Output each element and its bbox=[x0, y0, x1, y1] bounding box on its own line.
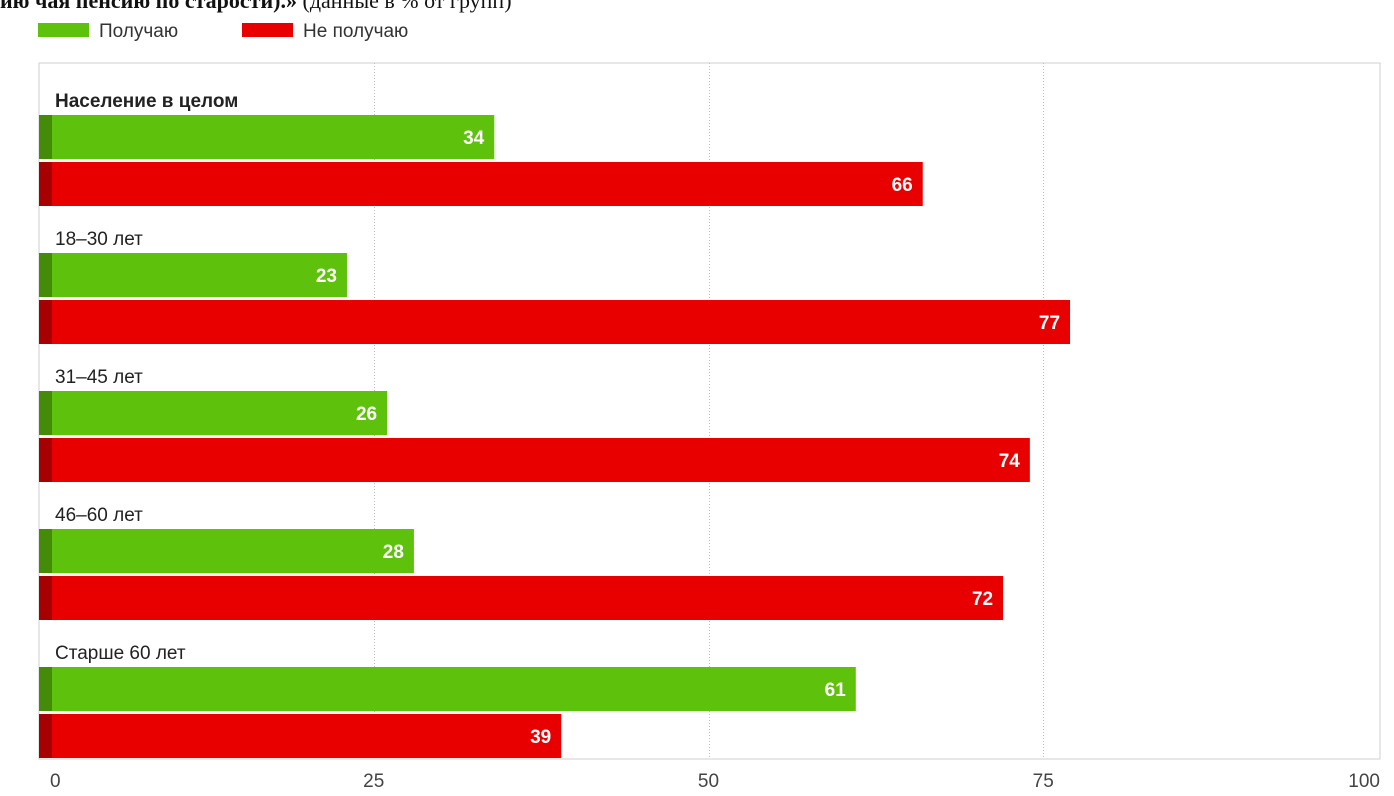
category-labels: Население в целом 18–30 лет 31–45 лет 46–60… bbox=[55, 91, 238, 664]
category-label-3: 31–45 лет bbox=[55, 367, 143, 388]
bar-edge-2-1 bbox=[39, 253, 52, 297]
category-label-5: Старше 60 лет bbox=[55, 643, 186, 664]
bar-receive-5 bbox=[39, 667, 856, 711]
value-label-3-2: 74 bbox=[999, 451, 1021, 472]
bar-not-receive-5 bbox=[39, 714, 562, 758]
bars: 34 66 23 77 26 74 28 72 61 39 bbox=[39, 115, 1071, 758]
bar-group-1-2: 66 bbox=[39, 162, 923, 206]
bar-group-1-1: 34 bbox=[39, 115, 495, 159]
bar-group-2-2: 77 bbox=[39, 300, 1071, 344]
category-label-1: Население в целом bbox=[55, 91, 238, 112]
bar-edge-1-1 bbox=[39, 115, 52, 159]
bar-not-receive-4 bbox=[39, 576, 1004, 620]
legend: Получаю Не получаю bbox=[38, 21, 408, 42]
x-tick-label-0: 0 bbox=[50, 771, 61, 792]
value-label-5-1: 61 bbox=[825, 680, 847, 701]
bar-group-4-1: 28 bbox=[39, 529, 414, 573]
category-label-4: 46–60 лет bbox=[55, 505, 143, 526]
chart-title-bold: ию чая пенсию по старости).» bbox=[0, 0, 297, 13]
x-tick-label-100: 100 bbox=[1348, 771, 1380, 792]
legend-swatch-1 bbox=[38, 23, 89, 37]
x-tick-label-25: 25 bbox=[363, 771, 384, 792]
chart-title: ию чая пенсию по старости).» (данные в %… bbox=[0, 0, 1394, 20]
value-label-1-1: 34 bbox=[463, 128, 485, 149]
bar-receive-4 bbox=[39, 529, 414, 573]
bar-edge-5-2 bbox=[39, 714, 52, 758]
category-label-2: 18–30 лет bbox=[55, 229, 143, 250]
value-label-2-1: 23 bbox=[316, 266, 337, 287]
value-label-2-2: 77 bbox=[1039, 313, 1060, 334]
bar-receive-1 bbox=[39, 115, 495, 159]
legend-label-1: Получаю bbox=[99, 21, 178, 42]
bar-group-5-2: 39 bbox=[39, 714, 562, 758]
bar-edge-5-1 bbox=[39, 667, 52, 711]
value-label-5-2: 39 bbox=[530, 727, 551, 748]
chart-title-normal: (данные в % от групп) bbox=[297, 0, 512, 13]
value-label-3-1: 26 bbox=[356, 404, 377, 425]
bar-not-receive-1 bbox=[39, 162, 923, 206]
legend-label-2: Не получаю bbox=[303, 21, 408, 42]
x-axis-ticks: 0 25 50 75 100 bbox=[50, 771, 1380, 792]
bar-group-5-1: 61 bbox=[39, 667, 856, 711]
bar-edge-1-2 bbox=[39, 162, 52, 206]
value-label-4-2: 72 bbox=[972, 589, 993, 610]
legend-swatch-2 bbox=[242, 23, 293, 37]
x-tick-label-50: 50 bbox=[698, 771, 719, 792]
bar-group-3-2: 74 bbox=[39, 438, 1030, 482]
bar-edge-2-2 bbox=[39, 300, 52, 344]
bar-group-2-1: 23 bbox=[39, 253, 347, 297]
value-label-4-1: 28 bbox=[383, 542, 404, 563]
bar-receive-3 bbox=[39, 391, 388, 435]
bar-edge-4-1 bbox=[39, 529, 52, 573]
bar-edge-3-1 bbox=[39, 391, 52, 435]
bar-receive-2 bbox=[39, 253, 347, 297]
bar-group-4-2: 72 bbox=[39, 576, 1004, 620]
bar-edge-3-2 bbox=[39, 438, 52, 482]
x-tick-label-75: 75 bbox=[1033, 771, 1054, 792]
bar-group-3-1: 26 bbox=[39, 391, 388, 435]
bar-not-receive-3 bbox=[39, 438, 1030, 482]
bar-not-receive-2 bbox=[39, 300, 1071, 344]
bar-edge-4-2 bbox=[39, 576, 52, 620]
value-label-1-2: 66 bbox=[892, 175, 913, 196]
